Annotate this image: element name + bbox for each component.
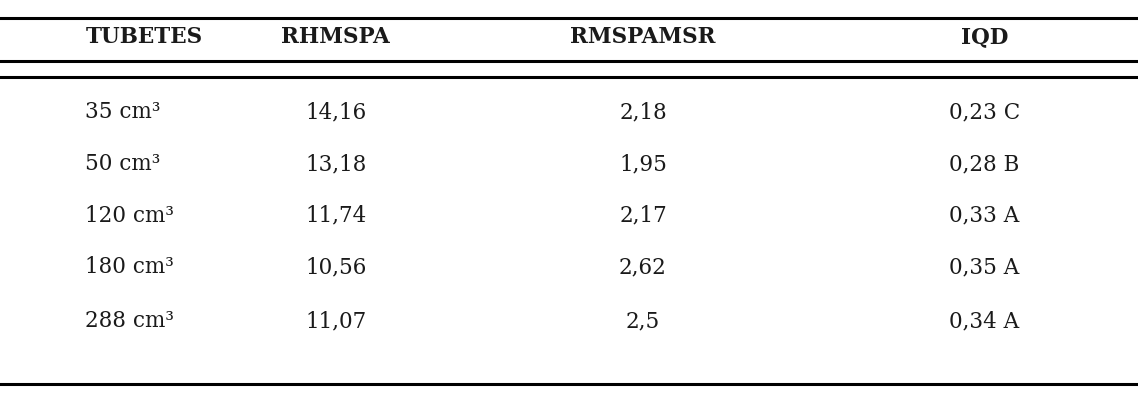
- Text: 0,23 C: 0,23 C: [949, 101, 1020, 123]
- Text: 288 cm³: 288 cm³: [85, 310, 174, 332]
- Text: 50 cm³: 50 cm³: [85, 153, 160, 175]
- Text: 2,17: 2,17: [619, 205, 667, 227]
- Text: 0,33 A: 0,33 A: [949, 205, 1020, 227]
- Text: 0,28 B: 0,28 B: [949, 153, 1020, 175]
- Text: 1,95: 1,95: [619, 153, 667, 175]
- Text: RHMSPA: RHMSPA: [281, 26, 390, 48]
- Text: IQD: IQD: [960, 26, 1008, 48]
- Text: 11,07: 11,07: [305, 310, 366, 332]
- Text: 180 cm³: 180 cm³: [85, 256, 174, 278]
- Text: 0,35 A: 0,35 A: [949, 256, 1020, 278]
- Text: 13,18: 13,18: [305, 153, 366, 175]
- Text: 10,56: 10,56: [305, 256, 366, 278]
- Text: 2,18: 2,18: [619, 101, 667, 123]
- Text: 120 cm³: 120 cm³: [85, 205, 174, 227]
- Text: 35 cm³: 35 cm³: [85, 101, 160, 123]
- Text: TUBETES: TUBETES: [85, 26, 203, 48]
- Text: 2,62: 2,62: [619, 256, 667, 278]
- Text: 14,16: 14,16: [305, 101, 366, 123]
- Text: 0,34 A: 0,34 A: [949, 310, 1020, 332]
- Text: RMSPAMSR: RMSPAMSR: [570, 26, 716, 48]
- Text: 11,74: 11,74: [305, 205, 366, 227]
- Text: 2,5: 2,5: [626, 310, 660, 332]
